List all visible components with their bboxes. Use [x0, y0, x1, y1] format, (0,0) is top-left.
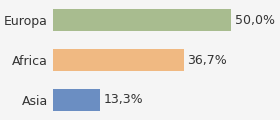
Bar [53, 9, 232, 31]
Text: 13,3%: 13,3% [104, 93, 144, 106]
Bar [53, 89, 101, 111]
Text: 36,7%: 36,7% [188, 54, 227, 66]
Text: 50,0%: 50,0% [235, 14, 275, 27]
Bar [53, 49, 184, 71]
